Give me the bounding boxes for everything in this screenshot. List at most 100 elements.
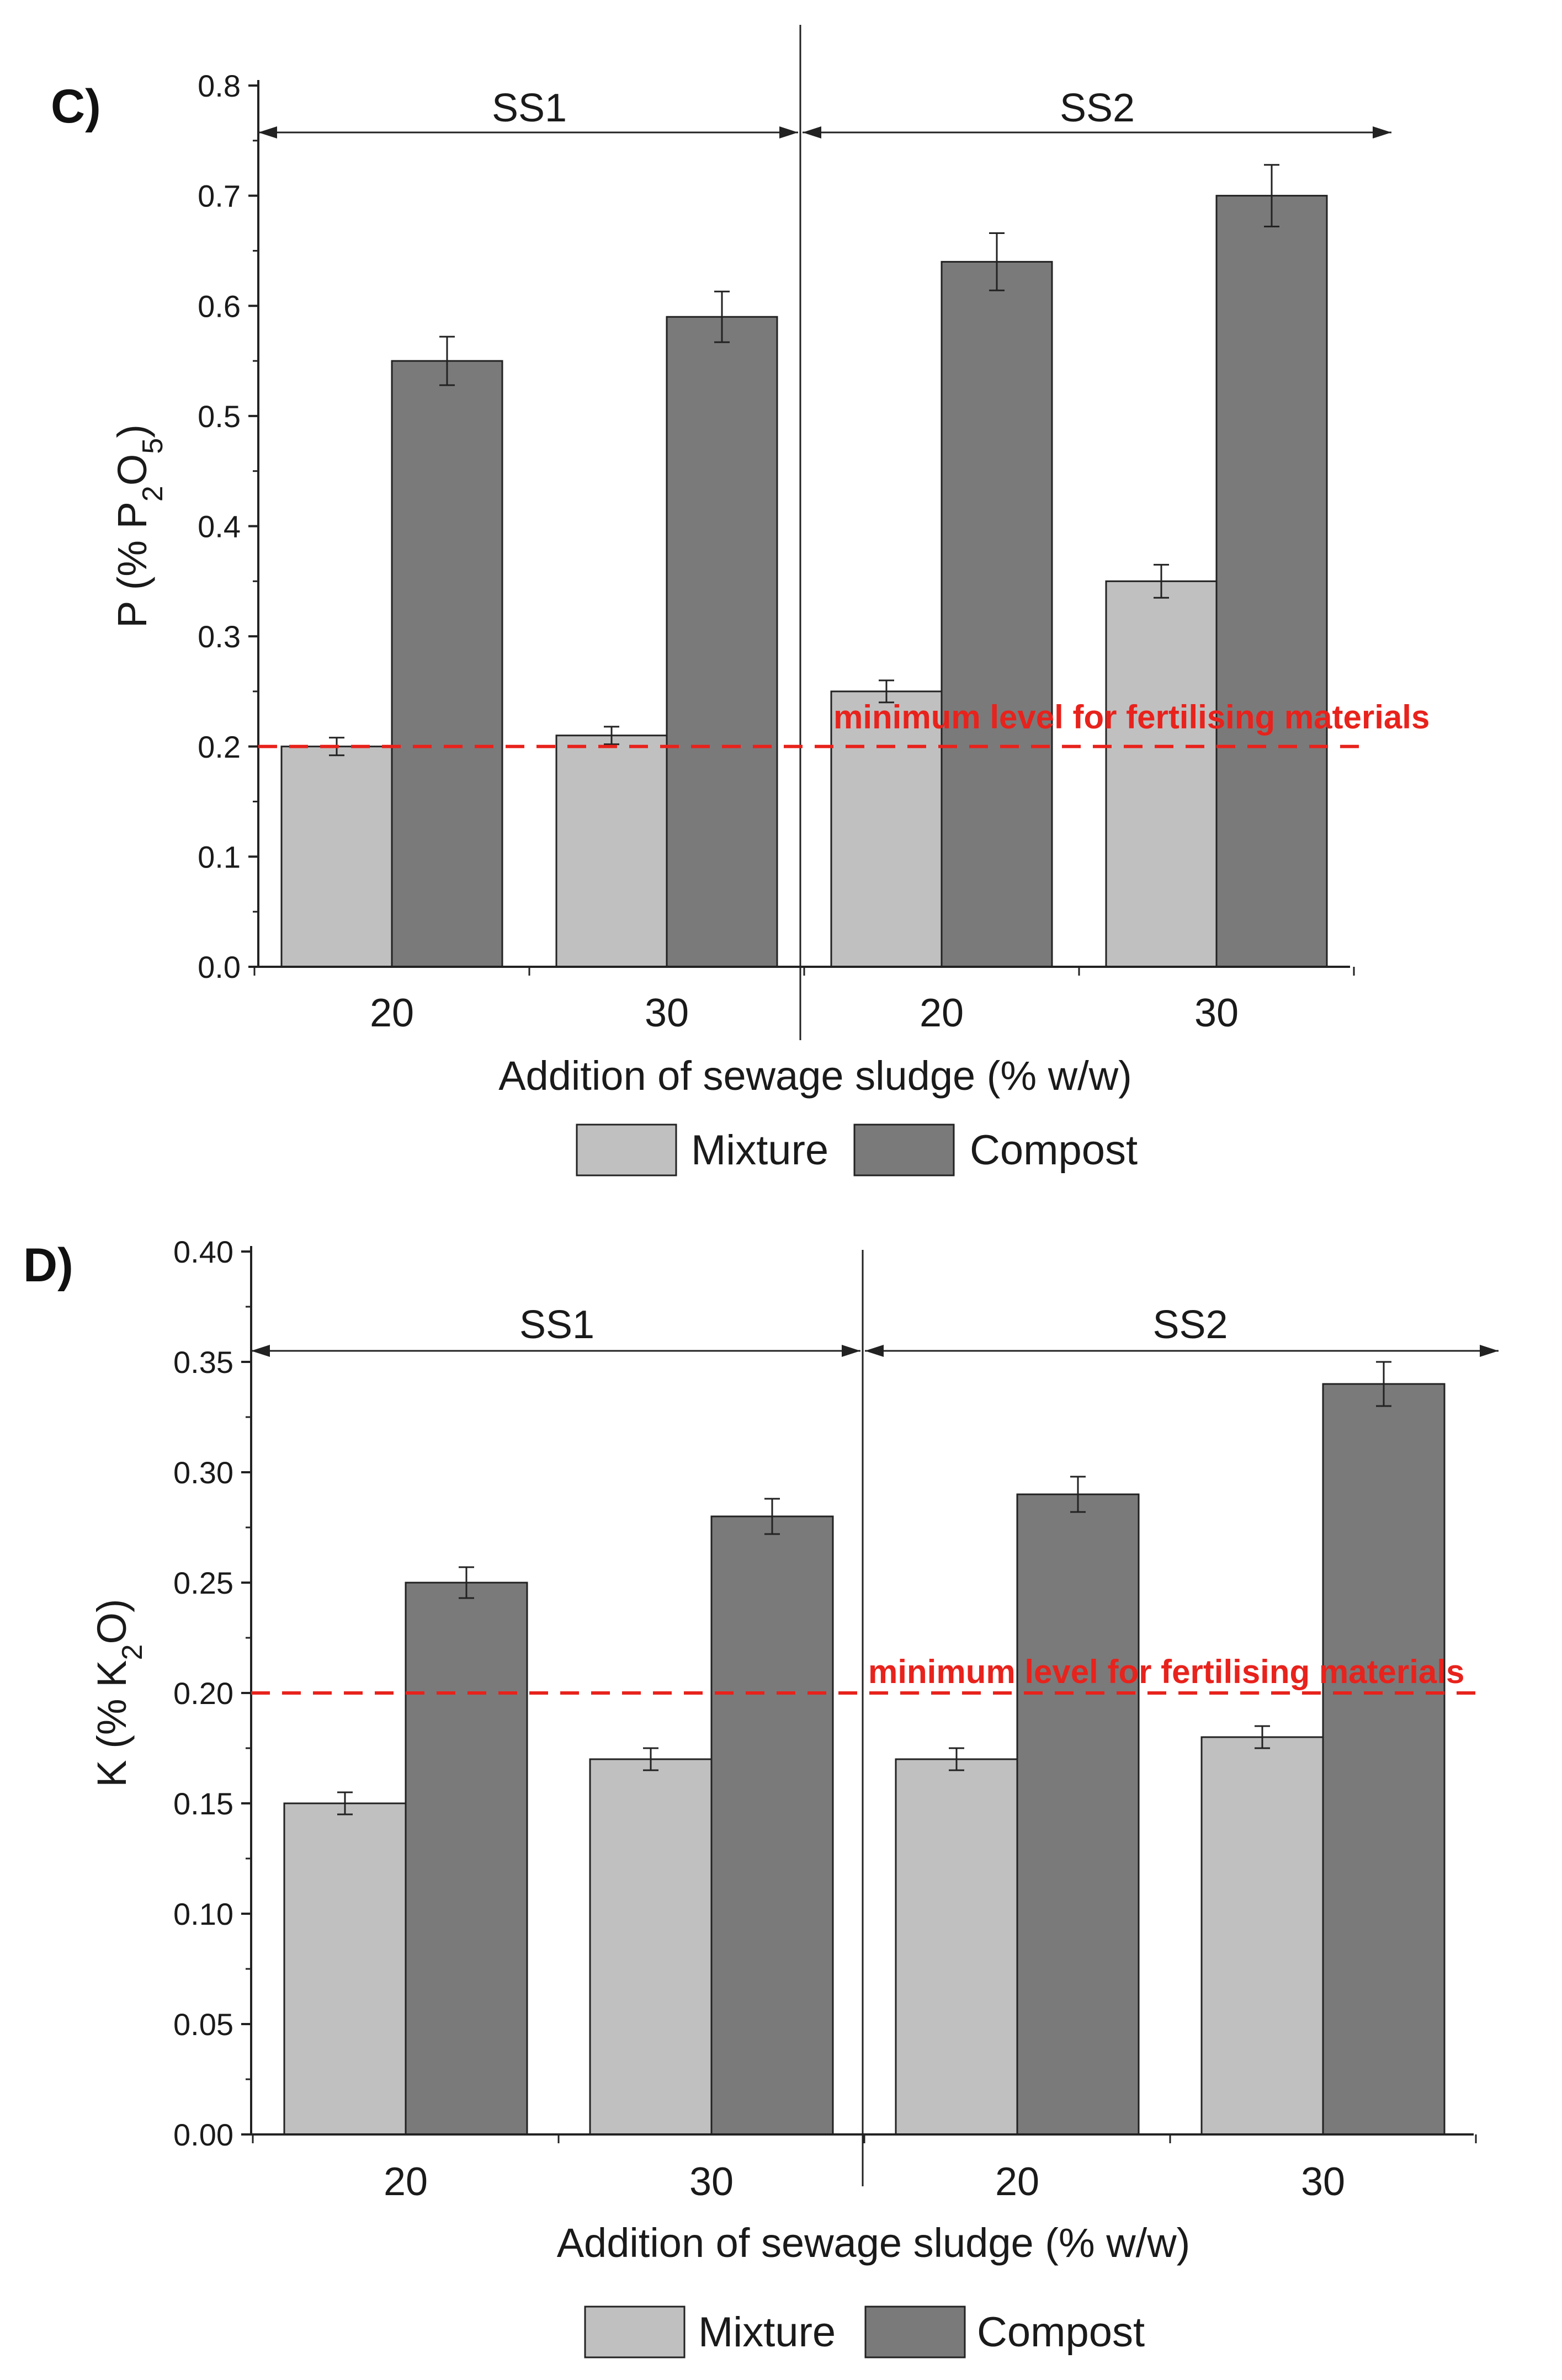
bar-compost-0 [405,1582,528,2136]
bar-mixture-0 [283,1802,407,2136]
bar-mixture-2 [830,690,943,968]
arrow-head-left [803,126,821,139]
y-tick-label: 0.5 [198,399,241,434]
y-tick-label: 0.05 [173,2007,233,2042]
y-axis-title-suffix: ) [109,424,155,438]
y-tick-label: 0.3 [198,619,241,654]
error-bar-mixture-1 [604,726,619,746]
y-tick-label: 0.7 [198,179,241,214]
y-tick-label: 0.15 [173,1786,233,1821]
y-axis-title-prefix: K (% K [89,1660,135,1787]
error-bar-mixture-2 [949,1747,964,1771]
panel-label: D) [23,1239,73,1292]
legend-label-mixture: Mixture [698,2309,836,2356]
y-tick-label: 0.25 [173,1566,233,1600]
x-tick-label: 20 [370,991,414,1035]
arrow-head-right [1373,126,1391,139]
group-arrow-ss2 [865,1345,1499,1357]
y-axis-title-sub: 5 [137,438,169,454]
y-tick-label: 0.6 [198,289,241,323]
arrow-head-right [1480,1345,1499,1357]
error-bar-compost-1 [714,290,730,343]
error-bar-compost-3 [1264,164,1279,228]
legend-swatch-mixture [576,1124,677,1176]
y-tick-label: 0.8 [198,68,241,103]
bar-mixture-1 [555,734,668,968]
y-axis-title-mid: O [89,1612,135,1644]
x-tick-label: 30 [689,2160,734,2204]
y-tick-label: 0.35 [173,1345,233,1380]
x-tick-label: 20 [384,2160,428,2204]
panel-label: C) [51,80,101,133]
reference-line-label: minimum level for fertilising materials [868,1653,1464,1690]
x-tick-label: 30 [1301,2160,1345,2204]
y-axis-title: K (% K2O) [89,1599,148,1787]
chart-panel-d: D) 20 30 20 30 0.00 0.05 0.10 0.15 0.20 0.25 0.30 0.… [23,1234,1499,2358]
bar-mixture-3 [1105,580,1218,968]
error-bar-mixture-1 [643,1747,658,1771]
y-tick-label: 0.30 [173,1455,233,1490]
x-tick-label: 30 [645,991,689,1035]
y-tick-label: 0.10 [173,1897,233,1931]
legend-label-compost: Compost [977,2309,1145,2356]
bar-compost-0 [391,360,503,968]
y-axis-title-suffix: ) [89,1599,135,1612]
y-tick-label: 0.1 [198,839,241,874]
x-tick-label: 20 [995,2160,1039,2204]
legend-swatch-compost [853,1124,955,1176]
y-axis-title-sub: 2 [137,486,169,502]
y-tick-label: 0.0 [198,950,241,984]
bar-compost-3 [1215,195,1328,968]
x-axis-title: Addition of sewage sludge (% w/w) [557,2220,1191,2266]
group-label-ss1: SS1 [519,1303,594,1347]
bar-compost-3 [1322,1383,1446,2136]
y-tick-label: 0.4 [198,509,241,544]
y-axis-title-prefix: P (% P [109,502,155,628]
group-arrow-ss2 [803,126,1391,139]
bar-compost-2 [941,260,1053,968]
error-bar-compost-3 [1376,1361,1391,1407]
group-arrow-ss1 [251,1345,860,1357]
error-bar-compost-0 [439,336,455,386]
error-bar-mixture-2 [879,679,894,704]
x-axis-title: Addition of sewage sludge (% w/w) [498,1053,1132,1099]
arrow-head-left [865,1345,884,1357]
y-axis-title-sub: 2 [116,1644,148,1660]
y-tick-label: 0.20 [173,1676,233,1711]
reference-line-label: minimum level for fertilising materials [833,699,1430,736]
bar-compost-1 [710,1515,834,2136]
bar-compost-2 [1016,1493,1140,2136]
group-label-ss2: SS2 [1060,86,1135,130]
error-bar-mixture-3 [1154,563,1169,599]
x-tick-label: 30 [1194,991,1239,1035]
group-label-ss2: SS2 [1152,1303,1228,1347]
x-tick-label: 20 [920,991,964,1035]
legend-swatch-mixture [584,2306,686,2358]
y-tick-label: 0.2 [198,730,241,764]
bar-mixture-0 [280,746,393,968]
arrow-head-left [258,126,277,139]
error-bar-compost-2 [989,232,1005,291]
y-tick-label: 0.00 [173,2117,233,2152]
arrow-head-left [251,1345,270,1357]
bar-mixture-2 [895,1758,1018,2136]
y-tick-label: 0.40 [173,1234,233,1269]
arrow-head-right [779,126,798,139]
legend-swatch-compost [864,2306,966,2358]
bar-mixture-1 [589,1758,713,2136]
chart-panel-c: C) 20 30 20 30 0.0 0.1 0.2 0.3 0.4 0.5 0.6 0.7 0.8 SS1… [51,25,1430,1176]
error-bar-compost-1 [764,1498,780,1535]
arrow-head-right [842,1345,860,1357]
error-bar-compost-2 [1070,1476,1086,1513]
error-bar-compost-0 [459,1566,474,1599]
error-bar-mixture-0 [337,1791,353,1815]
legend-label-compost: Compost [970,1127,1138,1174]
error-bar-mixture-3 [1255,1725,1270,1749]
legend-label-mixture: Mixture [691,1127,828,1174]
group-arrow-ss1 [258,126,798,139]
group-label-ss1: SS1 [492,86,567,130]
bar-compost-1 [666,316,778,968]
y-axis-title-mid: O [109,454,155,486]
y-axis-title: P (% P2O5) [109,424,169,628]
